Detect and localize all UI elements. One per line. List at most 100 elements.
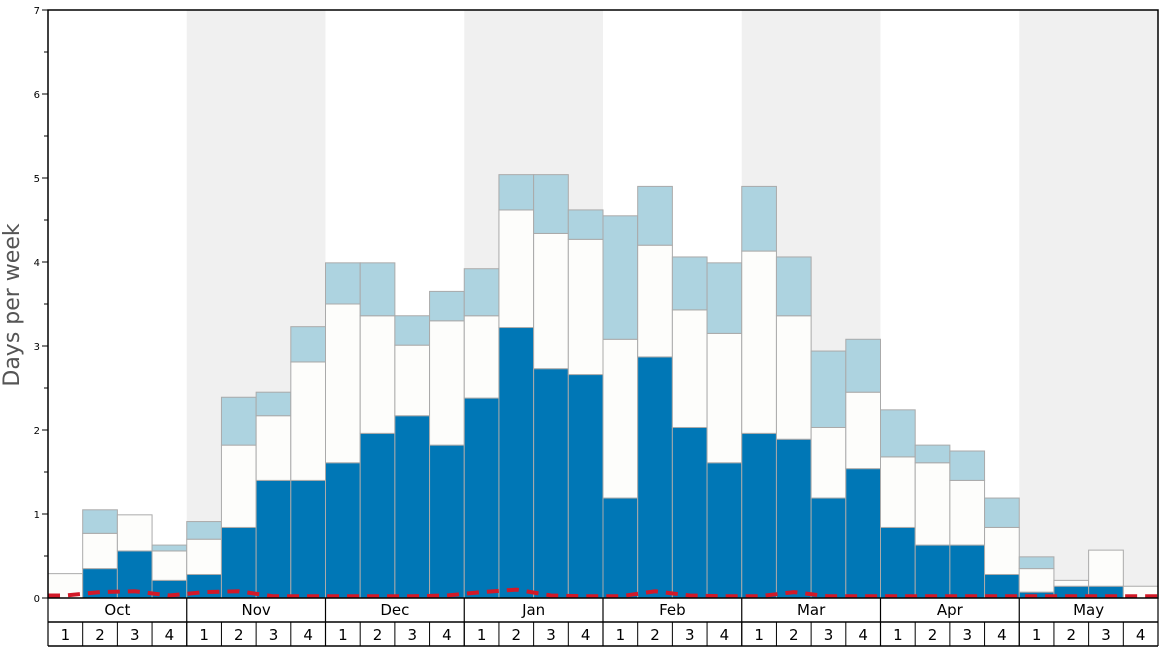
month-label: Feb [659,601,686,619]
bar-bottom-segment [533,368,569,599]
week-label: 2 [95,626,105,644]
bar-bottom-segment [325,462,361,599]
bar-middle-segment [359,315,396,434]
week-label: 1 [477,626,487,644]
bar-top-segment [394,315,431,346]
bar-top-segment [220,396,257,446]
bar-bottom-segment [394,415,431,599]
bar-bottom-segment [845,468,881,599]
bar-middle-segment [290,361,326,481]
week-label: 4 [997,626,1007,644]
bar-middle-segment [1053,579,1090,587]
bar-middle-segment [602,338,639,499]
week-label: 2 [928,626,938,644]
bar-middle-segment [845,391,881,470]
bar-bottom-segment [463,397,500,599]
bar-middle-segment [706,332,743,464]
bar-top-segment [984,497,1020,528]
bar-top-segment [637,185,673,246]
bar-top-segment [429,290,465,322]
bar-bottom-segment [810,497,847,599]
bar-middle-segment [220,444,257,528]
bar-bottom-segment [359,432,396,599]
month-label: Dec [380,601,409,619]
bar-top-segment [671,256,708,311]
week-label: 3 [407,626,417,644]
y-axis-title: Days per week [0,223,25,386]
week-label: 2 [789,626,799,644]
bar-middle-segment [151,550,188,581]
bar-middle-segment [671,309,708,428]
y-axis: 0 1 2 3 4 5 6 7 [34,6,48,605]
bar-middle-segment [1018,568,1055,593]
month-label: Mar [797,601,826,619]
bar-middle-segment [637,244,673,358]
bar-bottom-segment [880,526,916,599]
week-label: 4 [581,626,591,644]
week-label: 1 [61,626,71,644]
bar-middle-segment [880,456,916,528]
y-tick-label: 0 [34,594,40,605]
bar-middle-segment [429,320,465,446]
bar-middle-segment [394,344,431,417]
week-label: 3 [962,626,972,644]
month-shade-may [1019,10,1158,598]
week-label: 2 [234,626,244,644]
bar-middle-segment [567,238,604,376]
bar-bottom-segment [671,426,708,599]
bar-bottom-segment [637,356,673,599]
y-tick-label: 2 [34,426,40,437]
week-label: 3 [546,626,556,644]
week-label: 2 [1067,626,1077,644]
week-label: 2 [512,626,522,644]
bar-bottom-segment [220,526,257,599]
bar-middle-segment [1088,549,1124,587]
week-label: 4 [442,626,452,644]
week-label: 4 [858,626,868,644]
bar-top-segment [498,174,535,211]
bar-middle-segment [741,250,777,434]
bar-top-segment [151,544,188,552]
week-label: 1 [754,626,764,644]
bar-bottom-segment [255,479,292,599]
bar-middle-segment [325,303,361,464]
week-label: 4 [303,626,313,644]
bar-bottom-segment [290,479,326,599]
week-label: 1 [893,626,903,644]
week-label: 1 [1032,626,1042,644]
x-axis: Oct Nov Dec Jan Feb Mar Apr May 1 2 3 4 1 2 3 4 1 2 3 4 1 2 3 4… [47,598,1159,647]
month-label: Nov [241,601,270,619]
bar-middle-segment [82,532,118,570]
bar-middle-segment [984,526,1020,575]
month-label: Oct [104,601,130,619]
bar-top-segment [82,509,118,534]
bar-middle-segment [498,209,535,329]
bar-middle-segment [949,479,986,546]
bar-top-segment [567,209,604,240]
bar-top-segment [602,215,639,340]
y-tick-label: 6 [34,90,40,101]
bar-top-segment [325,262,361,305]
bar-top-segment [463,268,500,317]
y-tick-label: 5 [34,174,40,185]
week-label: 3 [269,626,279,644]
week-label: 2 [650,626,660,644]
bar-bottom-segment [775,438,812,599]
bar-bottom-segment [706,462,743,599]
bar-bottom-segment [567,374,604,599]
bar-top-segment [255,391,292,417]
week-label: 3 [1101,626,1111,644]
bar-middle-segment [810,426,847,499]
month-label: Jan [521,601,545,619]
week-label: 3 [824,626,834,644]
week-label: 4 [1136,626,1146,644]
bar-bottom-segment [914,544,951,599]
week-label: 3 [685,626,695,644]
bar-top-segment [949,450,986,481]
y-tick-label: 3 [34,342,40,353]
month-label: Apr [937,601,964,619]
bar-top-segment [880,409,916,458]
bar-bottom-segment [741,432,777,599]
week-label: 2 [373,626,383,644]
bar-top-segment [845,338,881,393]
